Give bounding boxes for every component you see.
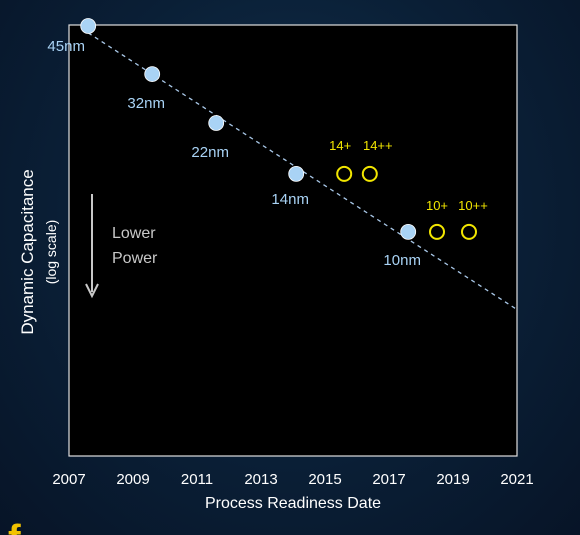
x-tick-label-2009: 2009	[116, 471, 149, 488]
points-layer: 45nm 32nm 22nm 14nm 10nm 14+ 14++ 10+ 10++	[47, 18, 488, 269]
optimization-label-14plusplus: 14++	[363, 138, 393, 153]
node-point-45nm	[80, 18, 97, 34]
trendline-layer	[87, 32, 518, 311]
optimization-label-14plus: 14+	[329, 138, 351, 153]
optimization-point-14plusplus	[361, 165, 378, 182]
node-label-10nm: 10nm	[383, 252, 421, 269]
x-tick-label-2021: 2021	[500, 471, 533, 488]
optimization-label-10plusplus: 10++	[458, 198, 488, 213]
x-axis-title: Process Readiness Date	[205, 495, 381, 512]
node-point-14nm	[288, 165, 305, 182]
x-tick-label-2019: 2019	[436, 471, 469, 488]
node-label-14nm: 14nm	[271, 191, 309, 208]
node-label-45nm: 45nm	[47, 38, 85, 55]
x-tick-label-2013: 2013	[244, 471, 277, 488]
optimization-point-10plusplus	[461, 223, 477, 240]
trendline	[87, 32, 518, 311]
footer-slide-text-bleed: f··· ·········· ···· ··········· ···· ··…	[0, 512, 580, 535]
lower-power-annotation: Lower Power	[85, 194, 158, 299]
x-tick-label-2011: 2011	[181, 471, 213, 488]
x-tick-label-2007: 2007	[52, 471, 85, 488]
x-axis: 2007 2009 2011 2013 2015 2017 2019 2021	[52, 471, 533, 488]
optimization-label-10plus: 10+	[426, 198, 448, 213]
x-tick-label-2015: 2015	[308, 471, 341, 488]
annotation-line-1: Lower	[112, 225, 156, 242]
node-label-22nm: 22nm	[191, 144, 229, 161]
annotation-line-2: Power	[112, 250, 158, 267]
bleed-text-fragment: f··· ·········· ···· ··········· ···· ··…	[8, 518, 580, 535]
plot-area	[68, 24, 518, 457]
down-arrow-head-icon	[85, 283, 99, 299]
node-point-10nm	[400, 223, 417, 240]
optimization-point-10plus	[429, 223, 445, 240]
x-tick-label-2017: 2017	[372, 471, 405, 488]
node-point-32nm	[144, 66, 161, 83]
y-axis-subtitle: (log scale)	[43, 220, 59, 285]
y-axis-title: Dynamic Capacitance	[18, 169, 37, 334]
optimization-point-14plus	[336, 165, 353, 182]
node-label-32nm: 32nm	[127, 95, 165, 112]
node-point-22nm	[208, 115, 225, 131]
